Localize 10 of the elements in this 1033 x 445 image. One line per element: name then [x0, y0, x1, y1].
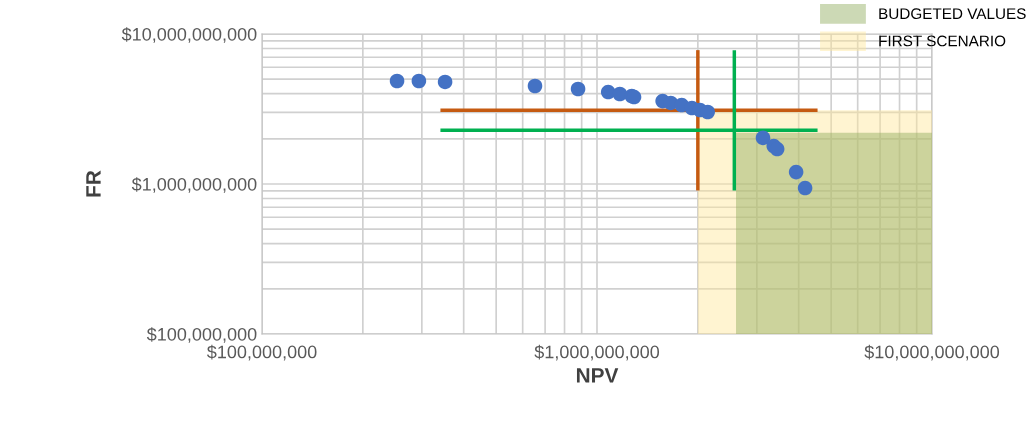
legend-label: FIRST SCENARIO: [879, 35, 1006, 47]
x-tick-label: $100,000,000: [206, 344, 317, 361]
y-tick-label: $10,000,000,000: [121, 27, 257, 43]
y-tick-label: $1,000,000,000: [131, 177, 257, 193]
y-tick-label: $100,000,000: [146, 327, 257, 343]
x-axis-title: NPV: [576, 368, 619, 383]
x-tick-label: $1,000,000,000: [534, 344, 660, 361]
y-axis-title: FR: [86, 170, 101, 197]
legend-label: BUDGETED VALUES: [879, 8, 1026, 20]
x-tick-label: $10,000,000,000: [864, 344, 1000, 361]
